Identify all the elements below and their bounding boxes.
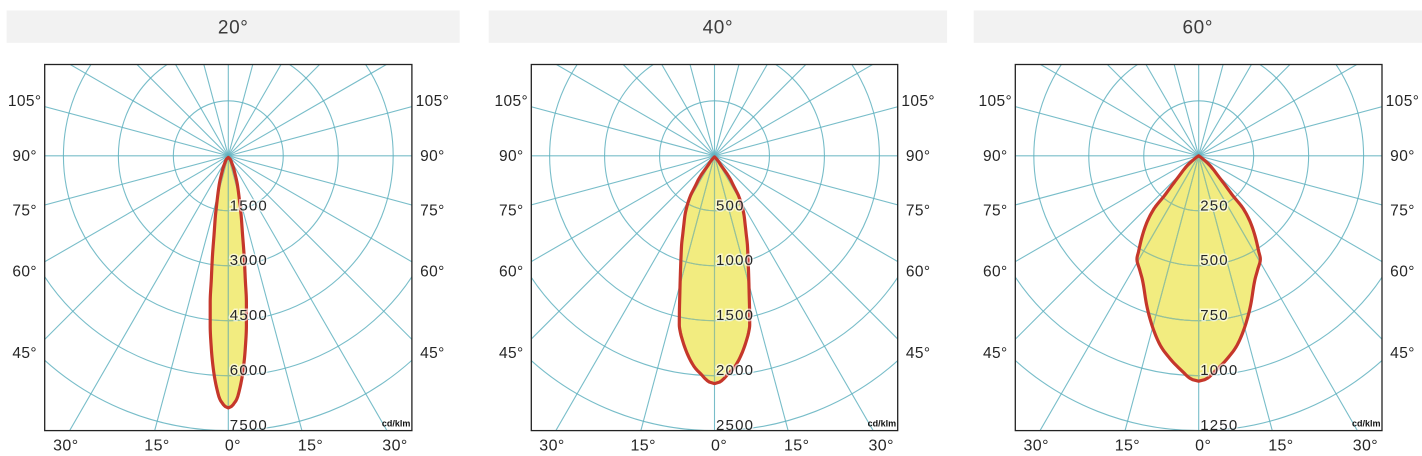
svg-text:90°: 90°	[499, 148, 524, 165]
svg-text:90°: 90°	[1390, 148, 1415, 165]
svg-text:45°: 45°	[983, 345, 1008, 362]
svg-text:cd/klm: cd/klm	[1352, 419, 1381, 429]
svg-text:75°: 75°	[420, 203, 445, 220]
svg-text:15°: 15°	[784, 438, 809, 455]
svg-text:75°: 75°	[906, 203, 931, 220]
svg-text:45°: 45°	[499, 345, 524, 362]
svg-text:15°: 15°	[144, 438, 169, 455]
svg-text:15°: 15°	[1115, 438, 1140, 455]
svg-text:30°: 30°	[382, 438, 407, 455]
svg-text:1000: 1000	[1200, 362, 1238, 379]
svg-text:40°: 40°	[703, 18, 734, 39]
svg-text:0°: 0°	[225, 438, 241, 455]
svg-text:105°: 105°	[978, 93, 1012, 110]
svg-text:105°: 105°	[494, 93, 528, 110]
svg-text:75°: 75°	[12, 203, 37, 220]
svg-text:75°: 75°	[499, 203, 524, 220]
svg-text:500: 500	[716, 197, 745, 214]
svg-text:1000: 1000	[716, 252, 754, 269]
svg-text:4500: 4500	[230, 307, 268, 324]
svg-text:30°: 30°	[53, 438, 78, 455]
svg-text:15°: 15°	[1268, 438, 1293, 455]
svg-text:1500: 1500	[230, 197, 268, 214]
svg-text:45°: 45°	[12, 345, 37, 362]
svg-text:45°: 45°	[906, 345, 931, 362]
svg-text:90°: 90°	[906, 148, 931, 165]
svg-text:105°: 105°	[901, 93, 935, 110]
svg-text:105°: 105°	[8, 93, 42, 110]
svg-text:60°: 60°	[1390, 263, 1415, 280]
svg-text:15°: 15°	[298, 438, 323, 455]
svg-text:90°: 90°	[420, 148, 445, 165]
svg-text:1500: 1500	[716, 307, 754, 324]
svg-text:75°: 75°	[983, 203, 1008, 220]
svg-text:60°: 60°	[499, 263, 524, 280]
svg-text:6000: 6000	[230, 362, 268, 379]
svg-text:60°: 60°	[1183, 18, 1214, 39]
svg-text:0°: 0°	[1195, 438, 1211, 455]
svg-text:20°: 20°	[218, 18, 249, 39]
svg-text:90°: 90°	[983, 148, 1008, 165]
svg-text:15°: 15°	[630, 438, 655, 455]
svg-text:45°: 45°	[1390, 345, 1415, 362]
svg-text:60°: 60°	[420, 263, 445, 280]
svg-text:90°: 90°	[12, 148, 37, 165]
svg-text:cd/klm: cd/klm	[868, 419, 897, 429]
svg-text:30°: 30°	[539, 438, 564, 455]
svg-text:105°: 105°	[416, 93, 450, 110]
svg-text:3000: 3000	[230, 252, 268, 269]
svg-text:0°: 0°	[711, 438, 727, 455]
svg-text:7500: 7500	[230, 417, 268, 434]
svg-text:30°: 30°	[1353, 438, 1378, 455]
svg-text:30°: 30°	[1023, 438, 1048, 455]
svg-text:cd/klm: cd/klm	[382, 419, 411, 429]
svg-text:500: 500	[1200, 252, 1229, 269]
svg-text:250: 250	[1200, 197, 1229, 214]
svg-text:75°: 75°	[1390, 203, 1415, 220]
svg-text:60°: 60°	[983, 263, 1008, 280]
svg-text:1250: 1250	[1200, 417, 1238, 434]
svg-text:60°: 60°	[12, 263, 37, 280]
svg-text:2000: 2000	[716, 362, 754, 379]
svg-text:750: 750	[1200, 307, 1229, 324]
svg-text:105°: 105°	[1386, 93, 1420, 110]
svg-text:60°: 60°	[906, 263, 931, 280]
svg-text:45°: 45°	[420, 345, 445, 362]
svg-text:2500: 2500	[716, 417, 754, 434]
svg-text:30°: 30°	[868, 438, 893, 455]
